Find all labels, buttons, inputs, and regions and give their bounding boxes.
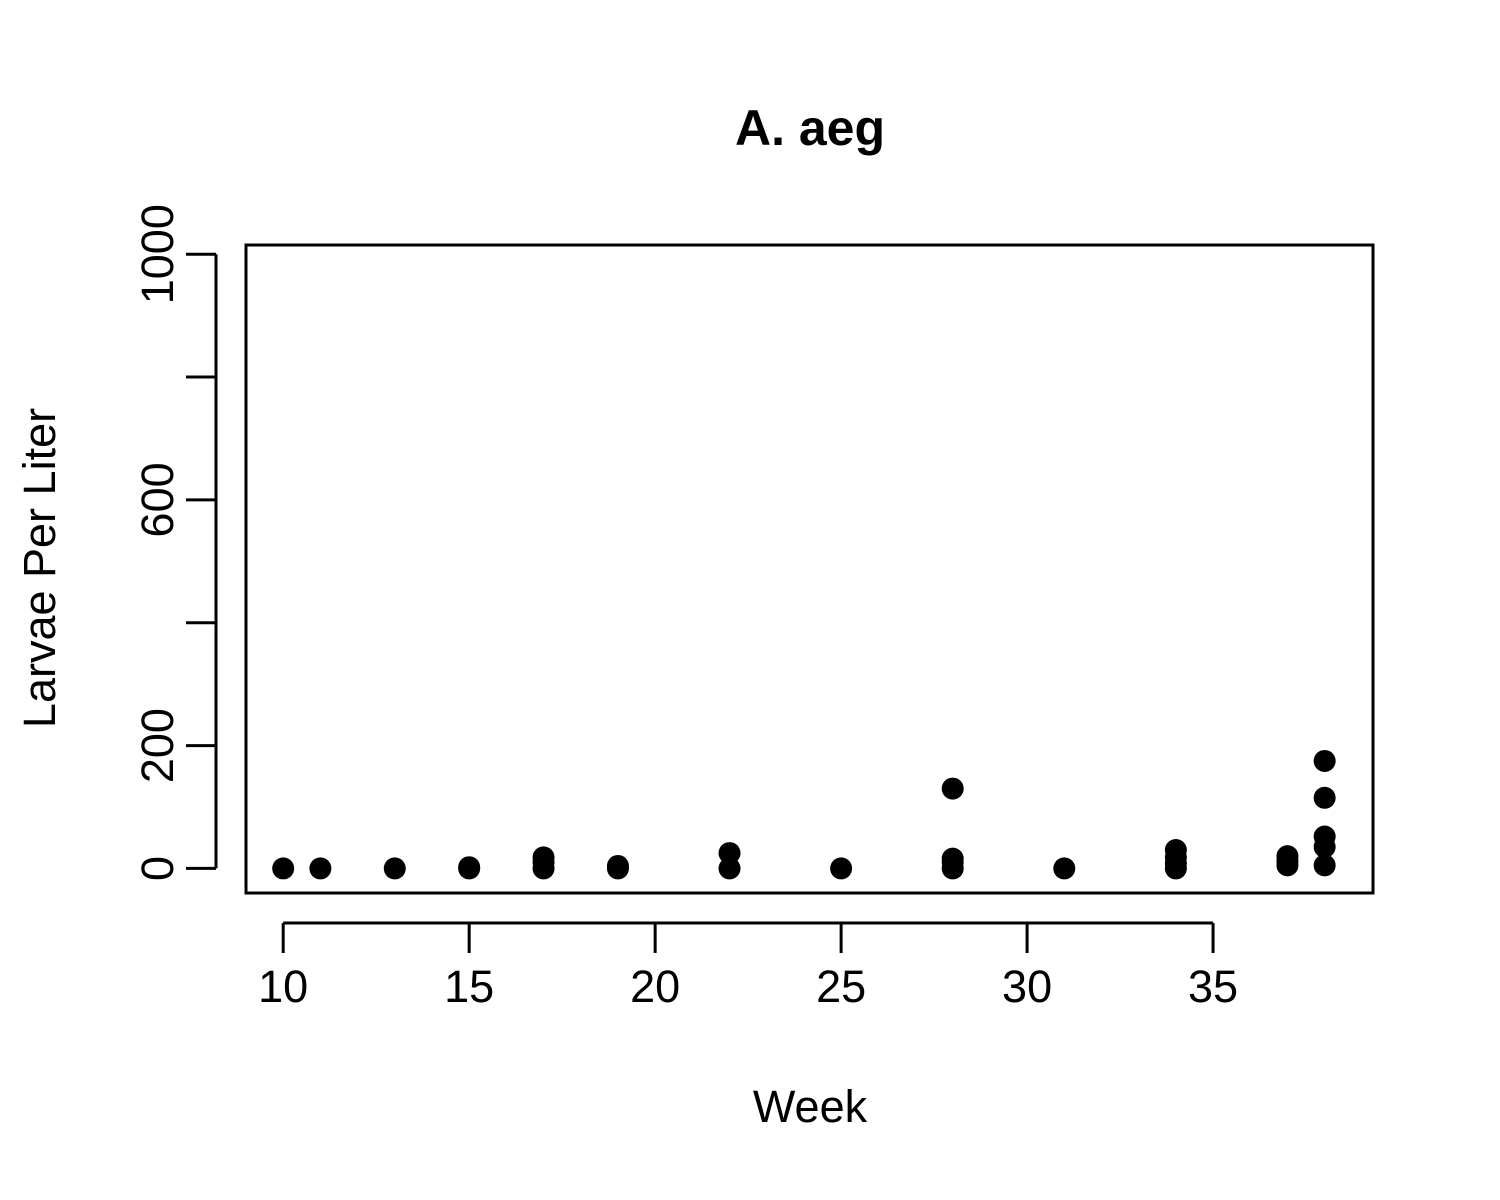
x-tick-label: 20 [630, 961, 680, 1012]
data-point [606, 854, 629, 877]
y-tick-label: 600 [132, 462, 183, 537]
data-point [1313, 786, 1336, 809]
chart-title: A. aeg [735, 100, 885, 156]
y-tick-label: 1000 [132, 204, 183, 304]
data-point [941, 847, 964, 870]
data-point [458, 856, 481, 879]
data-point [532, 846, 555, 869]
x-tick-label: 15 [444, 961, 494, 1012]
axes: 10 15 20 25 30 35 0 200 600 1000 [132, 204, 1238, 1012]
data-point [383, 857, 406, 880]
y-axis-label: Larvae Per Liter [14, 408, 65, 728]
data-point [1313, 825, 1336, 848]
data-point [1276, 845, 1299, 868]
data-point [309, 857, 332, 880]
y-tick-label: 0 [132, 856, 183, 881]
data-point [1313, 749, 1336, 772]
plot-frame [244, 243, 1375, 895]
x-tick-label: 10 [258, 961, 308, 1012]
data-point [272, 857, 295, 880]
x-axis-label: Week [753, 1081, 868, 1132]
x-tick-label: 25 [816, 961, 866, 1012]
y-tick-label: 200 [132, 708, 183, 783]
data-point [718, 842, 741, 865]
x-tick-label: 30 [1002, 961, 1052, 1012]
data-points [272, 749, 1336, 880]
data-point [941, 777, 964, 800]
x-tick-label: 35 [1188, 961, 1238, 1012]
data-point [718, 857, 741, 880]
data-point [1313, 854, 1336, 877]
data-point [1164, 839, 1187, 862]
data-point [1053, 857, 1076, 880]
data-point [830, 857, 853, 880]
